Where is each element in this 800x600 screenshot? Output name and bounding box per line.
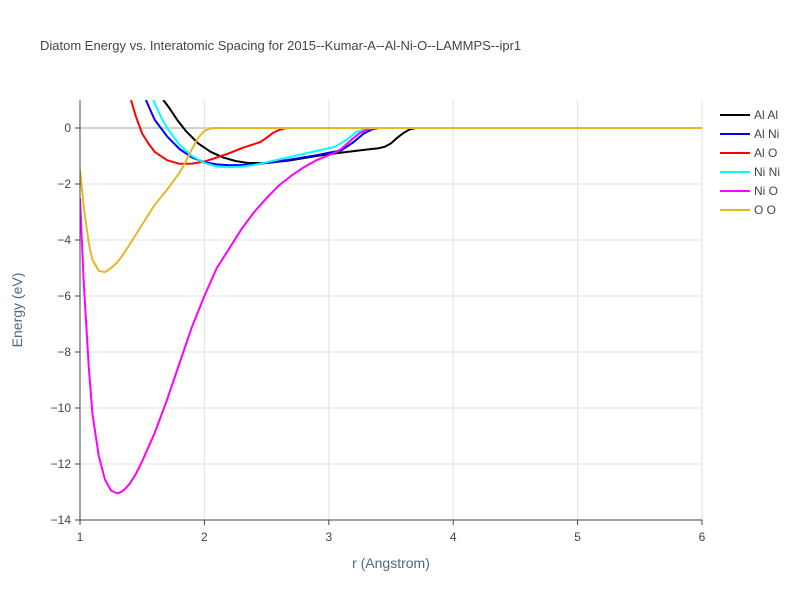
series-line-al-ni — [144, 100, 702, 167]
y-tick-label: −14 — [51, 513, 72, 527]
legend-item-ni-o[interactable]: Ni O — [720, 184, 778, 198]
y-tick-label: −6 — [57, 289, 71, 303]
legend-item-al-ni[interactable]: Al Ni — [720, 127, 779, 141]
series-lines — [80, 100, 702, 495]
x-tick-label: 5 — [574, 530, 581, 544]
y-tick-label: −12 — [51, 457, 72, 471]
x-tick-label: 2 — [201, 530, 208, 544]
y-tick-label: 0 — [64, 121, 71, 135]
legend-label: Ni O — [754, 184, 778, 198]
axes — [75, 100, 703, 525]
grid — [80, 100, 703, 520]
legend[interactable]: Al Al Al Ni Al O Ni Ni Ni O O O — [720, 108, 780, 217]
series-line-ni-o — [80, 127, 702, 495]
series-line-ni-ni — [152, 100, 702, 169]
legend-item-ni-ni[interactable]: Ni Ni — [720, 165, 780, 179]
x-tick-label: 3 — [325, 530, 332, 544]
legend-label: O O — [754, 203, 776, 217]
legend-item-o-o[interactable]: O O — [720, 203, 776, 217]
tick-labels: 1 2 3 4 5 6 0 −2 −4 −6 −8 −10 −12 −14 — [51, 121, 706, 544]
chart-title: Diatom Energy vs. Interatomic Spacing fo… — [40, 38, 521, 53]
legend-item-al-o[interactable]: Al O — [720, 146, 777, 160]
series-line-al-al — [162, 100, 702, 164]
x-tick-label: 4 — [450, 530, 457, 544]
x-tick-label: 1 — [77, 530, 84, 544]
y-tick-label: −8 — [57, 345, 71, 359]
legend-label: Al Al — [754, 108, 778, 122]
legend-label: Al O — [754, 146, 777, 160]
legend-label: Ni Ni — [754, 165, 780, 179]
y-axis-title: Energy (eV) — [9, 273, 25, 348]
x-tick-label: 6 — [699, 530, 706, 544]
y-tick-label: −4 — [57, 233, 71, 247]
y-tick-label: −2 — [57, 177, 71, 191]
series-line-o-o — [80, 127, 702, 274]
legend-label: Al Ni — [754, 127, 779, 141]
x-axis-title: r (Angstrom) — [352, 555, 430, 571]
legend-item-al-al[interactable]: Al Al — [720, 108, 778, 122]
y-tick-label: −10 — [51, 401, 72, 415]
